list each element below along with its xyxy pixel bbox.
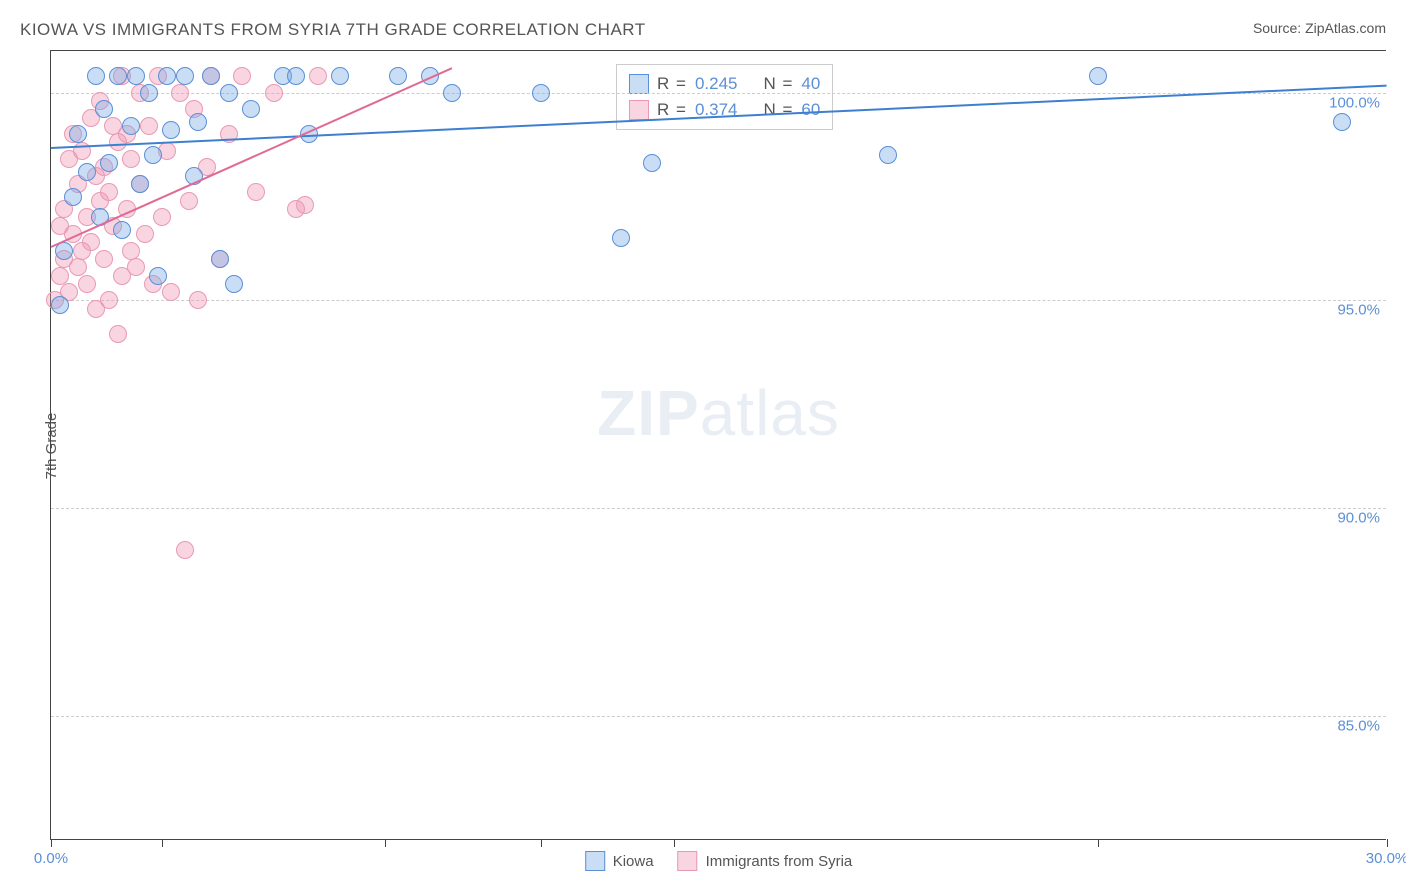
scatter-point xyxy=(189,113,207,131)
chart-title: KIOWA VS IMMIGRANTS FROM SYRIA 7TH GRADE… xyxy=(20,20,646,40)
x-tick xyxy=(162,839,163,847)
source-attribution: Source: ZipAtlas.com xyxy=(1253,20,1386,36)
legend-swatch-icon xyxy=(585,851,605,871)
y-tick-label: 90.0% xyxy=(1337,510,1380,527)
scatter-point xyxy=(247,183,265,201)
scatter-point xyxy=(127,67,145,85)
scatter-point xyxy=(127,258,145,276)
scatter-point xyxy=(265,84,283,102)
scatter-point xyxy=(87,67,105,85)
scatter-point xyxy=(309,67,327,85)
scatter-point xyxy=(211,250,229,268)
scatter-point xyxy=(176,541,194,559)
x-tick xyxy=(385,839,386,847)
gridline xyxy=(51,716,1386,717)
legend-label: Immigrants from Syria xyxy=(706,853,853,870)
scatter-point xyxy=(100,154,118,172)
scatter-point xyxy=(331,67,349,85)
scatter-point xyxy=(176,67,194,85)
scatter-point xyxy=(64,188,82,206)
scatter-point xyxy=(140,117,158,135)
scatter-point xyxy=(1333,113,1351,131)
stats-n-label: N = xyxy=(763,97,793,123)
legend-swatch-icon xyxy=(629,100,649,120)
x-tick xyxy=(674,839,675,847)
scatter-point xyxy=(122,117,140,135)
watermark: ZIPatlas xyxy=(597,376,840,450)
scatter-point xyxy=(443,84,461,102)
scatter-point xyxy=(643,154,661,172)
scatter-point xyxy=(220,84,238,102)
scatter-point xyxy=(122,242,140,260)
scatter-point xyxy=(158,67,176,85)
stats-n-value: 60 xyxy=(801,97,820,123)
scatter-point xyxy=(109,325,127,343)
scatter-point xyxy=(95,100,113,118)
scatter-point xyxy=(296,196,314,214)
scatter-point xyxy=(122,150,140,168)
stats-r-value: 0.374 xyxy=(695,97,738,123)
x-tick xyxy=(1387,839,1388,847)
scatter-point xyxy=(389,67,407,85)
scatter-point xyxy=(144,146,162,164)
scatter-point xyxy=(95,250,113,268)
scatter-point xyxy=(78,163,96,181)
legend-swatch-icon xyxy=(629,74,649,94)
legend-item: Kiowa xyxy=(585,851,654,871)
scatter-point xyxy=(225,275,243,293)
scatter-point xyxy=(162,283,180,301)
legend-label: Kiowa xyxy=(613,853,654,870)
scatter-point xyxy=(612,229,630,247)
scatter-point xyxy=(149,267,167,285)
scatter-point xyxy=(113,221,131,239)
x-tick-label: 0.0% xyxy=(34,850,68,867)
x-tick-label: 30.0% xyxy=(1366,850,1406,867)
gridline xyxy=(51,300,1386,301)
y-tick-label: 95.0% xyxy=(1337,302,1380,319)
scatter-point xyxy=(180,192,198,210)
scatter-point xyxy=(78,275,96,293)
gridline xyxy=(51,508,1386,509)
scatter-point xyxy=(109,67,127,85)
x-tick xyxy=(1098,839,1099,847)
scatter-point xyxy=(287,67,305,85)
scatter-point xyxy=(82,233,100,251)
plot-area: ZIPatlas R =0.245N =40R =0.374N =60 Kiow… xyxy=(50,50,1386,840)
scatter-point xyxy=(879,146,897,164)
scatter-point xyxy=(202,67,220,85)
scatter-point xyxy=(162,121,180,139)
x-tick xyxy=(541,839,542,847)
scatter-point xyxy=(140,84,158,102)
scatter-point xyxy=(69,125,87,143)
legend-item: Immigrants from Syria xyxy=(678,851,853,871)
legend-swatch-icon xyxy=(678,851,698,871)
y-tick-label: 100.0% xyxy=(1329,94,1380,111)
scatter-point xyxy=(171,84,189,102)
scatter-point xyxy=(51,267,69,285)
scatter-point xyxy=(100,183,118,201)
scatter-point xyxy=(100,291,118,309)
scatter-point xyxy=(1089,67,1107,85)
scatter-point xyxy=(153,208,171,226)
scatter-point xyxy=(136,225,154,243)
scatter-point xyxy=(242,100,260,118)
watermark-bold: ZIP xyxy=(597,377,700,449)
watermark-rest: atlas xyxy=(700,377,840,449)
scatter-point xyxy=(189,291,207,309)
legend: Kiowa Immigrants from Syria xyxy=(585,851,853,871)
scatter-point xyxy=(131,175,149,193)
scatter-point xyxy=(69,258,87,276)
y-tick-label: 85.0% xyxy=(1337,718,1380,735)
scatter-point xyxy=(532,84,550,102)
scatter-point xyxy=(51,296,69,314)
scatter-point xyxy=(233,67,251,85)
x-tick xyxy=(51,839,52,847)
